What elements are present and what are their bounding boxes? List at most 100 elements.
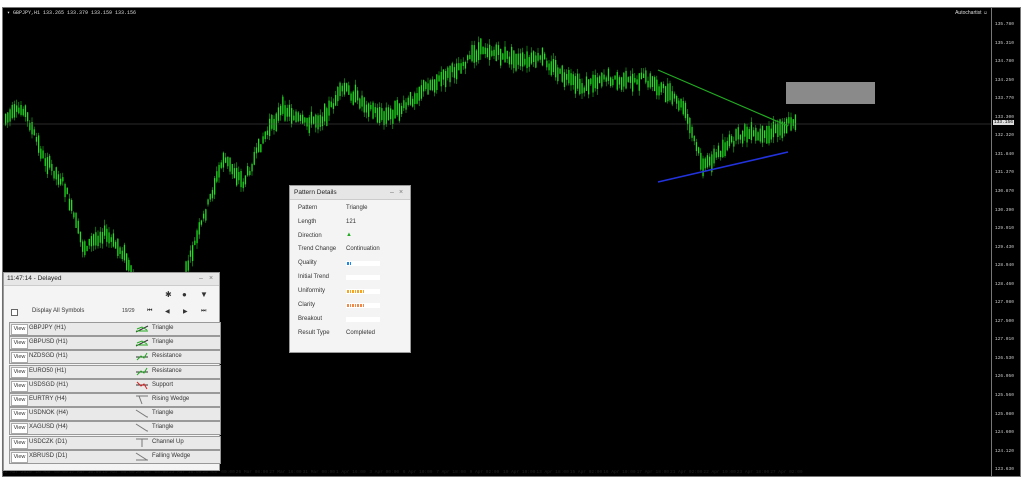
symbol-row[interactable]: View GBPUSD (H1) Triangle xyxy=(9,336,221,351)
pattern-name: Falling Wedge xyxy=(152,452,191,459)
view-button[interactable]: View xyxy=(11,409,28,421)
breakout-bar xyxy=(346,317,380,322)
symbols-panel[interactable]: 11:47:14 - Delayed – × ✱ ● ▼ Display All… xyxy=(3,272,221,471)
time-tick-label: 23 Mar 16:00 xyxy=(169,470,202,475)
symbol-name: GBPJPY (H1) xyxy=(29,325,66,331)
triangle-up-icon xyxy=(135,339,149,347)
symbol-name: GBPUSD (H1) xyxy=(29,339,68,346)
bar-segment xyxy=(347,262,349,265)
candlestick-series xyxy=(5,36,797,388)
price-chart[interactable] xyxy=(3,8,991,476)
time-tick-label: 16 Mar 00:00 xyxy=(35,470,68,475)
uniformity-bar xyxy=(346,289,380,294)
bar-segment xyxy=(362,304,365,307)
symbols-panel-title: 11:47:14 - Delayed xyxy=(7,275,62,282)
view-button[interactable]: View xyxy=(11,338,28,350)
price-tick-label: 130.390 xyxy=(995,207,1014,213)
symbols-panel-titlebar[interactable]: 11:47:14 - Delayed – × xyxy=(4,273,219,286)
display-all-checkbox[interactable] xyxy=(11,309,18,316)
filter-icon[interactable]: ▼ xyxy=(200,290,208,299)
price-tick-label: 135.780 xyxy=(995,22,1014,27)
symbol-row[interactable]: View GBPJPY (H1) Triangle xyxy=(9,322,221,336)
time-tick-label: 20 Mar 08:00 xyxy=(135,470,168,475)
price-tick-label: 132.320 xyxy=(995,133,1014,139)
price-tick-label: 131.370 xyxy=(995,170,1014,176)
symbol-row[interactable]: View EURTRY (H4) Rising Wedge xyxy=(9,393,221,407)
close-icon[interactable]: × xyxy=(399,189,404,196)
time-tick-label: 27 Apr 02:00 xyxy=(770,470,803,475)
close-icon[interactable]: × xyxy=(209,275,214,282)
bar-segment xyxy=(362,290,365,293)
autochartist-label[interactable]: Autochartist ☺ xyxy=(955,10,988,16)
view-button[interactable]: View xyxy=(11,395,28,406)
view-button[interactable]: View xyxy=(11,352,28,364)
symbol-row[interactable]: View XBRUSD (D1) Falling Wedge xyxy=(9,449,221,464)
label-pattern: Pattern xyxy=(298,205,318,211)
minimize-icon[interactable]: – xyxy=(199,275,203,282)
price-tick-label: 135.310 xyxy=(995,40,1014,46)
view-button[interactable]: View xyxy=(11,451,28,463)
clarity-bar xyxy=(346,303,380,308)
time-tick-label: 21 Apr 02:00 xyxy=(670,470,703,475)
quality-bar xyxy=(346,261,380,266)
triangle-up-icon xyxy=(135,325,149,333)
pattern-name: Resistance xyxy=(152,353,182,360)
label-initial-trend: Initial Trend xyxy=(298,274,330,280)
time-tick-label: 3 Apr 00:00 xyxy=(369,470,400,475)
time-axis[interactable]: 12 Mar 2020 16 Mar 00:00 17 Mar 16:00 19 Ma… xyxy=(0,466,1024,480)
price-tick-label: 123.630 xyxy=(995,467,1014,473)
bar-segment xyxy=(347,304,349,307)
time-tick-label: 17 Mar 16:00 xyxy=(68,470,102,475)
pattern-details-panel[interactable]: Pattern Details – × Pattern Triangle Len… xyxy=(289,185,411,353)
symbol-name: USDSGD (H1) xyxy=(29,381,69,388)
bar-segment xyxy=(360,290,362,293)
next-page-icon[interactable]: ▶ xyxy=(183,309,188,315)
pattern-name: Triangle xyxy=(152,410,174,417)
time-tick-label: 22 Apr 10:00 xyxy=(703,470,736,475)
bar-segment xyxy=(360,304,362,307)
pattern-name: Triangle xyxy=(152,325,174,331)
bar-segment xyxy=(354,290,357,293)
label-uniformity: Uniformity xyxy=(298,288,326,294)
time-tick-label: 27 Mar 16:00 xyxy=(269,470,302,475)
label-clarity: Clarity xyxy=(298,302,316,308)
price-axis[interactable]: 135.780 135.310 134.780 134.250 133.770 133.3… xyxy=(991,8,1020,476)
first-page-icon[interactable]: ⏮ xyxy=(147,308,153,314)
view-button[interactable]: View xyxy=(11,380,28,392)
globe-icon[interactable]: ● xyxy=(182,290,187,299)
time-tick-label: 17 Apr 18:00 xyxy=(636,470,669,475)
symbol-name: EURTRY (H4) xyxy=(29,396,67,402)
view-button[interactable]: View xyxy=(11,437,28,449)
value-length: 121 xyxy=(346,219,357,225)
support-icon xyxy=(136,381,148,390)
minimize-icon[interactable]: – xyxy=(390,189,394,196)
time-tick-label: 10 Apr 10:00 xyxy=(503,470,536,475)
view-button[interactable]: View xyxy=(11,423,28,435)
price-tick-label: 125.560 xyxy=(995,393,1014,398)
prev-page-icon[interactable]: ◀ xyxy=(165,309,170,315)
label-length: Length xyxy=(298,219,317,225)
time-tick-label: 16 Apr 10:00 xyxy=(603,470,636,475)
resistance-icon xyxy=(136,353,148,361)
price-tick-label: 124.120 xyxy=(995,448,1014,454)
symbol-row[interactable]: View EURO50 (H1) Resistance xyxy=(9,364,221,379)
price-tick-label: 133.300 xyxy=(995,114,1014,120)
settings-gear-icon[interactable]: ✱ xyxy=(165,290,172,299)
direction-up-icon: ▲ xyxy=(346,232,352,238)
view-button[interactable]: View xyxy=(11,366,28,378)
bar-segment xyxy=(349,262,352,265)
pattern-details-titlebar[interactable]: Pattern Details – × xyxy=(290,186,410,200)
price-tick-label: 134.250 xyxy=(995,77,1014,83)
view-button[interactable]: View xyxy=(11,324,28,335)
rising-wedge-icon xyxy=(136,395,148,405)
price-tick-label: 126.050 xyxy=(995,374,1014,380)
pattern-name: Support xyxy=(152,381,174,388)
triangle-upper-trendline xyxy=(657,69,789,127)
symbol-row[interactable]: View XAGUSD (H4) Triangle xyxy=(9,421,221,436)
symbol-row[interactable]: View NZDSGD (H1) Resistance xyxy=(9,350,221,365)
pattern-name: Channel Up xyxy=(152,438,184,445)
symbol-row[interactable]: View USDSGD (H1) Support xyxy=(9,378,221,393)
symbol-row[interactable]: View USDNOK (H4) Triangle xyxy=(9,407,221,422)
symbol-row[interactable]: View USDCZK (D1) Channel Up xyxy=(9,435,221,450)
last-page-icon[interactable]: ⏭ xyxy=(201,308,207,314)
